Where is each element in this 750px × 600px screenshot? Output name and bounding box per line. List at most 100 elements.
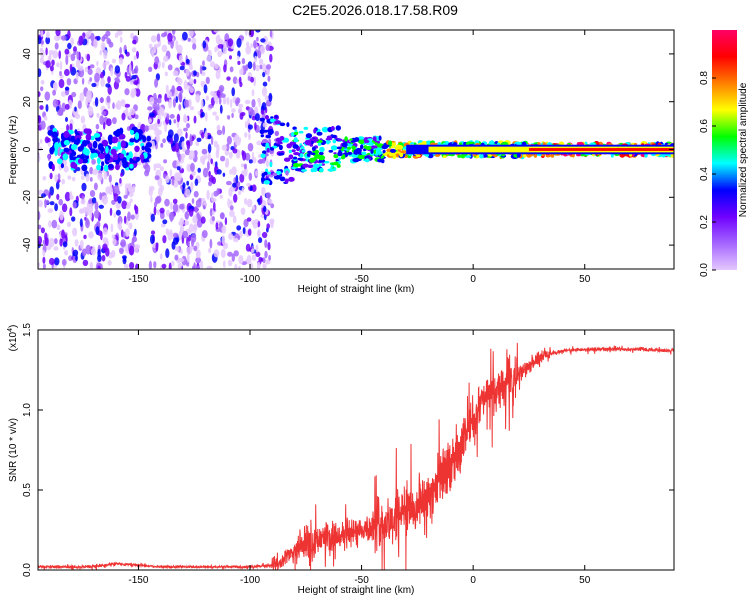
- noise-blob: [97, 254, 102, 262]
- ridge-blob: [294, 168, 301, 172]
- noise-blob: [55, 181, 60, 190]
- noise-blob: [99, 72, 104, 79]
- noise-blob: [38, 236, 43, 245]
- noise-blob: [248, 172, 253, 181]
- noise-blob: [48, 50, 55, 55]
- ridge-blob: [270, 147, 275, 151]
- colorbar-tick-label: 0.8: [699, 71, 710, 85]
- noise-blob: [82, 259, 89, 267]
- noise-blob: [195, 140, 200, 147]
- noise-blob: [238, 265, 241, 269]
- noise-blob: [71, 216, 76, 222]
- noise-blob: [211, 176, 216, 185]
- noise-blob: [202, 40, 207, 49]
- x-tick-label: -150: [128, 274, 148, 285]
- noise-blob: [161, 44, 168, 53]
- noise-blob: [114, 32, 119, 38]
- core-blob: [115, 164, 120, 171]
- noise-blob: [234, 237, 239, 243]
- noise-blob: [265, 64, 272, 70]
- noise-blob: [252, 61, 256, 71]
- noise-blob: [249, 262, 254, 269]
- noise-blob: [201, 230, 208, 238]
- noise-blob: [135, 88, 141, 97]
- noise-blob: [254, 219, 259, 224]
- noise-blob: [48, 257, 55, 266]
- core-blob: [118, 133, 126, 140]
- core-blob: [105, 153, 111, 161]
- noise-blob: [134, 228, 137, 237]
- noise-blob: [193, 70, 197, 76]
- noise-blob: [49, 201, 55, 206]
- noise-blob: [115, 79, 121, 84]
- noise-blob: [196, 137, 202, 142]
- noise-blob: [119, 177, 122, 184]
- ridge-blob: [372, 136, 377, 142]
- noise-blob: [251, 99, 256, 108]
- noise-blob: [163, 31, 168, 37]
- noise-blob: [210, 91, 215, 96]
- noise-blob: [226, 76, 231, 81]
- core-blob: [83, 128, 90, 134]
- noise-blob: [191, 198, 195, 204]
- noise-blob: [257, 229, 261, 238]
- noise-blob: [79, 208, 84, 214]
- noise-blob: [200, 155, 206, 164]
- noise-blob: [64, 68, 70, 77]
- noise-blob: [223, 260, 226, 268]
- noise-blob: [129, 262, 135, 269]
- noise-blob: [93, 182, 98, 191]
- noise-blob: [128, 222, 133, 230]
- noise-blob: [156, 33, 161, 42]
- noise-blob: [44, 115, 48, 121]
- noise-blob: [179, 136, 185, 143]
- noise-blob: [59, 60, 63, 71]
- noise-blob: [176, 159, 180, 168]
- ridge-blob: [290, 132, 295, 137]
- noise-blob: [61, 203, 68, 213]
- noise-blob: [120, 239, 127, 248]
- core-blob: [72, 151, 77, 157]
- noise-blob: [53, 257, 60, 266]
- noise-blob: [174, 254, 179, 261]
- noise-blob: [180, 184, 184, 190]
- noise-blob: [100, 42, 106, 51]
- noise-blob: [150, 35, 157, 43]
- noise-blob: [257, 97, 261, 104]
- noise-blob: [65, 117, 68, 122]
- noise-blob: [111, 250, 116, 258]
- noise-blob: [103, 121, 106, 130]
- noise-blob: [231, 87, 235, 97]
- noise-blob: [232, 182, 237, 188]
- noise-blob: [45, 104, 49, 112]
- noise-blob: [111, 58, 117, 64]
- noise-blob: [132, 185, 136, 193]
- noise-blob: [76, 51, 80, 60]
- snr-panel: -150 -100 -50 0 50 0.0 0.5 1.0 1.5 Height of st…: [7, 323, 675, 596]
- core-blob: [108, 163, 114, 169]
- noise-blob: [166, 113, 170, 120]
- noise-blob: [82, 206, 89, 213]
- ridge-blob: [467, 141, 474, 145]
- ridge-blob: [286, 143, 293, 149]
- noise-blob: [60, 91, 67, 97]
- noise-blob: [97, 172, 103, 181]
- noise-blob: [58, 198, 63, 206]
- noise-blob: [208, 181, 213, 187]
- noise-blob: [245, 243, 251, 252]
- noise-blob: [178, 257, 185, 263]
- noise-blob: [94, 201, 99, 211]
- noise-blob: [186, 140, 191, 150]
- noise-blob: [234, 263, 238, 269]
- noise-blob: [98, 204, 105, 209]
- noise-blob: [162, 219, 168, 225]
- noise-blob: [172, 198, 178, 204]
- noise-blob: [69, 207, 73, 217]
- noise-blob: [209, 208, 213, 217]
- noise-blob: [227, 115, 231, 120]
- noise-blob: [262, 81, 268, 87]
- ridge-blob: [338, 157, 341, 161]
- noise-blob: [200, 99, 204, 109]
- y-tick-label: 0.5: [22, 483, 33, 497]
- noise-blob: [253, 40, 257, 49]
